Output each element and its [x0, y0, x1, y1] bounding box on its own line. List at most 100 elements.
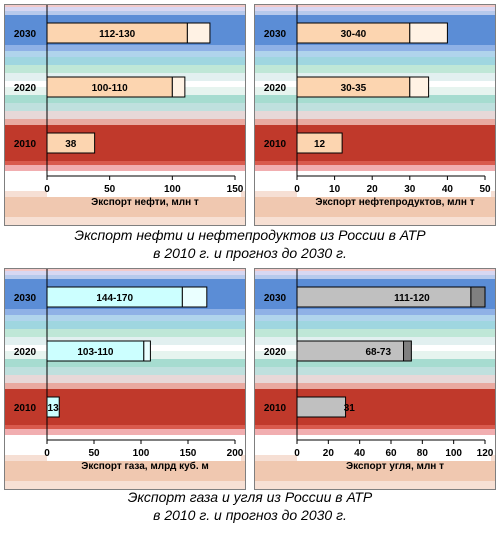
bar-range — [409, 76, 430, 98]
category-label: 2020 — [264, 83, 287, 94]
background-band — [255, 11, 495, 15]
category-label: 2020 — [14, 347, 37, 358]
bar-data-label: 112-130 — [99, 29, 136, 40]
background-band — [5, 5, 245, 7]
x-tick-label: 100 — [445, 448, 462, 459]
background-band — [255, 321, 495, 329]
category-label: 2010 — [14, 403, 37, 414]
background-band — [255, 271, 495, 275]
background-band — [255, 95, 495, 103]
x-tick-label: 20 — [367, 184, 379, 195]
bar-data-label: 100-110 — [92, 83, 129, 94]
x-tick-label: 60 — [385, 448, 397, 459]
background-band — [255, 119, 495, 125]
background-band — [5, 329, 245, 337]
background-band — [255, 275, 495, 279]
background-band — [5, 359, 245, 367]
x-axis-title: Экспорт нефтепродуктов, млн т — [315, 196, 474, 208]
background-band — [5, 103, 245, 111]
background-band — [255, 367, 495, 375]
axis-area — [47, 437, 241, 461]
x-tick-label: 40 — [442, 184, 454, 195]
x-tick-label: 10 — [329, 184, 341, 195]
background-band — [5, 165, 245, 171]
bar-range — [143, 340, 151, 362]
x-tick-label: 20 — [323, 448, 335, 459]
background-band — [5, 315, 245, 321]
category-label: 2030 — [14, 29, 37, 40]
caption-oil: Экспорт нефти и нефтепродуктов из России… — [0, 226, 500, 262]
background-band — [5, 383, 245, 389]
background-band — [255, 111, 495, 119]
x-axis-title: Экспорт газа, млрд куб. м — [81, 460, 209, 472]
bar-data-label: 12 — [314, 139, 326, 150]
background-band — [255, 217, 495, 225]
x-tick-label: 120 — [477, 448, 494, 459]
x-tick-label: 50 — [88, 448, 100, 459]
chart-svg: 0 20 40 60 80 100 120 Экспорт угля, млн т 2030 11… — [255, 269, 495, 489]
background-band — [5, 461, 245, 481]
caption-gas-coal: Экспорт газа и угля из России в АТР в 20… — [0, 488, 500, 524]
category-label: 2030 — [264, 29, 287, 40]
background-band — [255, 425, 495, 429]
bar-data-label: 31 — [344, 403, 356, 414]
background-band — [5, 119, 245, 125]
axis-area — [47, 173, 241, 197]
background-band — [5, 217, 245, 225]
x-tick-label: 40 — [354, 448, 366, 459]
background-band — [255, 45, 495, 51]
background-band — [255, 269, 495, 271]
bar-data-label: 111-120 — [394, 293, 430, 304]
background-band — [255, 309, 495, 315]
background-band — [5, 271, 245, 275]
background-band — [255, 429, 495, 435]
category-label: 2010 — [264, 403, 287, 414]
x-tick-label: 100 — [164, 184, 181, 195]
x-tick-label: 30 — [404, 184, 416, 195]
x-tick-label: 80 — [417, 448, 429, 459]
background-band — [5, 375, 245, 383]
background-band — [5, 65, 245, 73]
chart-svg: 0 50 100 150 200 Экспорт газа, млрд куб. м 203… — [5, 269, 245, 489]
background-band — [255, 125, 495, 161]
background-band — [255, 375, 495, 383]
background-band — [5, 95, 245, 103]
background-band — [255, 57, 495, 65]
background-band — [255, 7, 495, 11]
background-band — [255, 5, 495, 7]
bar-range — [181, 286, 208, 308]
category-label: 2010 — [14, 139, 37, 150]
bar — [296, 132, 343, 154]
chart-svg: 0 50 100 150 Экспорт нефти, млн т 2030 112-130… — [5, 5, 245, 225]
bar-data-label: 38 — [65, 139, 77, 150]
background-band — [5, 11, 245, 15]
background-band — [5, 197, 245, 217]
bar-data-label: 68-73 — [365, 347, 391, 358]
bar-data-label: 144-170 — [96, 293, 133, 304]
chart-coal-export: 0 20 40 60 80 100 120 Экспорт угля, млн т 2030 11… — [254, 268, 496, 490]
axis-area — [297, 437, 491, 461]
background-band — [255, 103, 495, 111]
background-band — [5, 425, 245, 429]
bar-range — [403, 340, 412, 362]
bar — [296, 396, 347, 418]
x-tick-label: 0 — [44, 448, 50, 459]
chart-oil-products-export: 0 10 20 30 40 50 Экспорт нефтепродуктов, млн т… — [254, 4, 496, 226]
category-label: 2030 — [14, 293, 37, 304]
background-band — [255, 461, 495, 481]
x-tick-label: 150 — [227, 184, 244, 195]
bar — [46, 132, 96, 154]
category-label: 2010 — [264, 139, 287, 150]
caption-gas-coal-line2: в 2010 г. и прогноз до 2030 г. — [153, 507, 347, 523]
caption-oil-line2: в 2010 г. и прогноз до 2030 г. — [153, 245, 347, 261]
x-tick-label: 50 — [479, 184, 491, 195]
bar — [46, 396, 60, 418]
x-tick-label: 0 — [294, 448, 300, 459]
background-band — [5, 161, 245, 165]
background-band — [5, 51, 245, 57]
bar — [296, 286, 472, 308]
background-band — [255, 359, 495, 367]
background-band — [255, 315, 495, 321]
background-band — [5, 321, 245, 329]
background-band — [255, 389, 495, 425]
